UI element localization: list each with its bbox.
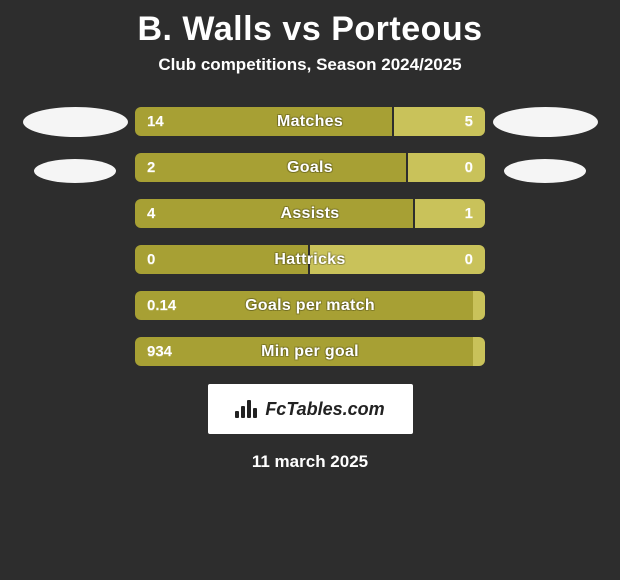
stat-right-value: 1 xyxy=(415,199,485,228)
crest-right-top-icon xyxy=(493,107,598,137)
stat-row: 41Assists xyxy=(135,199,485,228)
stat-row: 00Hattricks xyxy=(135,245,485,274)
title-vs: vs xyxy=(282,10,321,48)
stat-row: 0.14Goals per match xyxy=(135,291,485,320)
stat-left-value: 14 xyxy=(135,107,394,136)
title-player-1: B. Walls xyxy=(137,10,272,48)
stat-bars: 145Matches 20Goals 41Assists 00Hattricks 0.1… xyxy=(135,107,485,366)
stat-right-value: 0 xyxy=(310,245,485,274)
stat-left-value: 0 xyxy=(135,245,310,274)
stat-right-value: 0 xyxy=(408,153,485,182)
stat-row: 934Min per goal xyxy=(135,337,485,366)
bar-chart-icon xyxy=(235,400,257,418)
crest-left-bottom-icon xyxy=(34,159,116,183)
stat-left-value: 4 xyxy=(135,199,415,228)
source-badge-inner: FcTables.com xyxy=(235,399,384,420)
stat-row: 145Matches xyxy=(135,107,485,136)
right-crest-column xyxy=(485,107,605,205)
stat-left-value: 2 xyxy=(135,153,408,182)
left-crest-column xyxy=(15,107,135,205)
stat-right-value xyxy=(473,337,485,366)
source-badge: FcTables.com xyxy=(208,384,413,434)
page-title: B. Walls vs Porteous xyxy=(0,0,620,55)
stat-right-value xyxy=(473,291,485,320)
stat-left-value: 934 xyxy=(135,337,473,366)
date-line: 11 march 2025 xyxy=(0,452,620,472)
subtitle: Club competitions, Season 2024/2025 xyxy=(0,55,620,75)
stat-row: 20Goals xyxy=(135,153,485,182)
comparison-card: B. Walls vs Porteous Club competitions, … xyxy=(0,0,620,580)
stat-right-value: 5 xyxy=(394,107,485,136)
stats-area: 145Matches 20Goals 41Assists 00Hattricks 0.1… xyxy=(0,107,620,366)
source-badge-text: FcTables.com xyxy=(265,399,384,420)
crest-right-bottom-icon xyxy=(504,159,586,183)
stat-left-value: 0.14 xyxy=(135,291,473,320)
title-player-2: Porteous xyxy=(331,10,482,48)
crest-left-top-icon xyxy=(23,107,128,137)
